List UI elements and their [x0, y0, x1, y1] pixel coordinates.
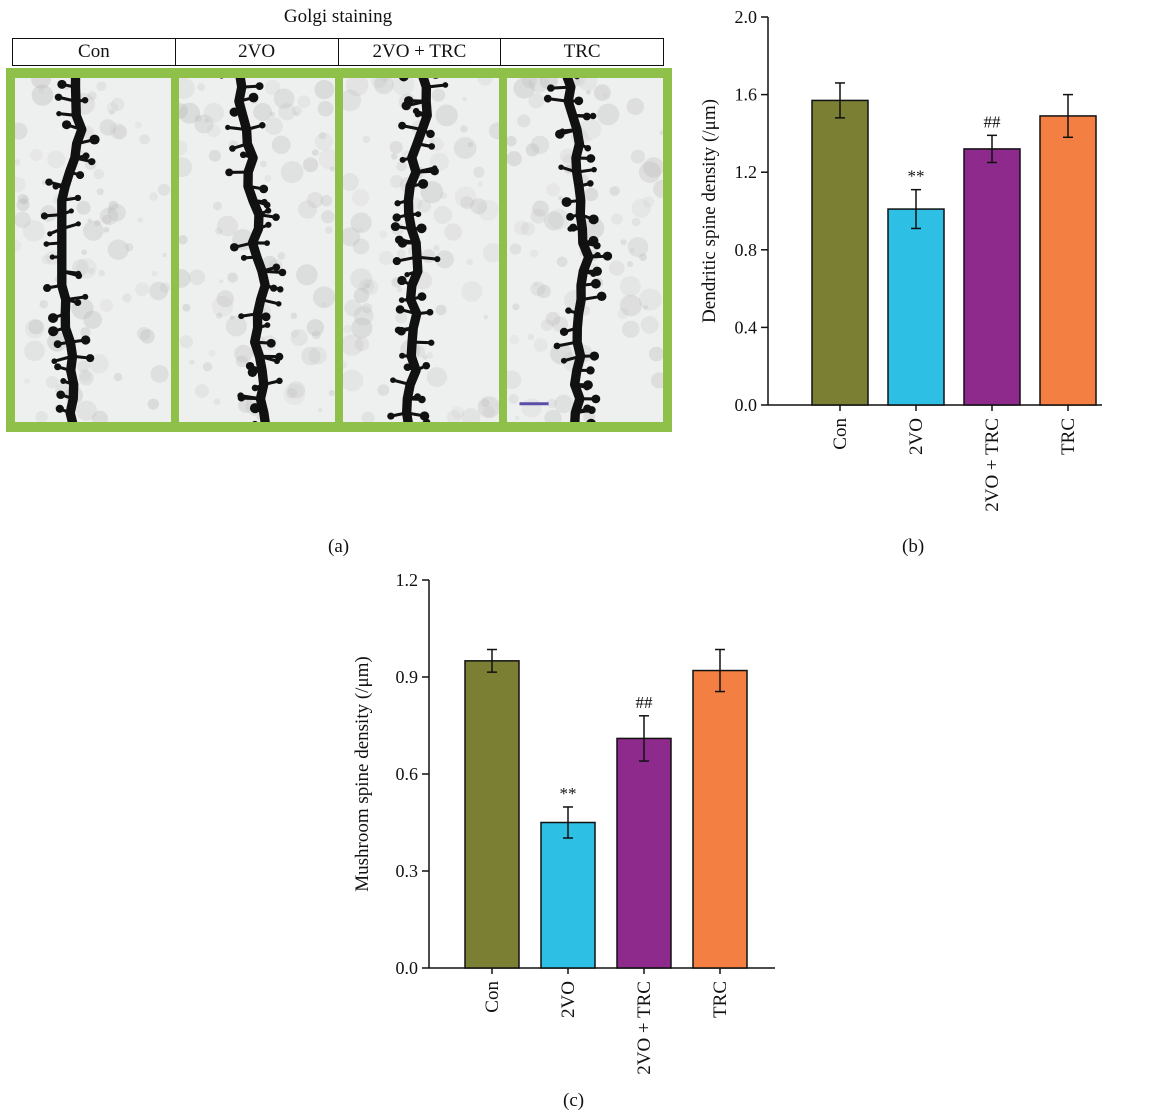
panel-label-a: (a) [328, 536, 350, 557]
x-tick-label: 2VO + TRC [634, 981, 655, 1075]
bar-3 [616, 737, 672, 969]
significance-label: ** [560, 784, 577, 803]
x-tick-label: 2VO [558, 981, 579, 1018]
y-axis-label: Dendritic spine density (/μm) [699, 99, 720, 323]
y-tick-label: 0.3 [396, 861, 419, 881]
golgi-image-frame [6, 68, 672, 432]
y-tick-label: 1.6 [735, 85, 758, 105]
significance-label: ## [984, 112, 1002, 131]
bar-4 [692, 669, 748, 969]
golgi-staining-title: Golgi staining [283, 6, 393, 27]
golgi-column-2vo-trc: 2VO + TRC [339, 39, 502, 65]
x-tick-label: TRC [710, 981, 731, 1018]
x-tick-label: Con [482, 981, 503, 1013]
x-tick-label: 2VO [906, 418, 927, 455]
golgi-image-2vo [179, 78, 335, 422]
bar-3 [963, 148, 1021, 406]
golgi-column-con: Con [13, 39, 176, 65]
y-tick-label: 0.8 [735, 240, 758, 260]
y-tick-label: 0.4 [735, 317, 758, 337]
golgi-image-2vo-trc [343, 78, 499, 422]
golgi-column-header: Con 2VO 2VO + TRC TRC [12, 38, 664, 66]
golgi-column-trc: TRC [563, 41, 601, 62]
x-tick-label: Con [830, 418, 851, 450]
panel-label-b: (b) [902, 536, 925, 557]
y-tick-label: 1.2 [396, 570, 419, 590]
x-tick-label: 2VO + TRC [982, 418, 1003, 512]
bar-2 [887, 208, 945, 406]
y-tick-label: 0.6 [396, 764, 419, 784]
bar-1 [811, 99, 869, 406]
y-axis-label: Mushroom spine density (/μm) [352, 656, 373, 892]
bar-4 [1039, 115, 1097, 406]
x-tick-label: TRC [1058, 418, 1079, 455]
y-tick-label: 1.2 [735, 162, 758, 182]
panel-label-c: (c) [563, 1090, 585, 1111]
bar-2 [540, 821, 596, 969]
golgi-image-con [15, 78, 171, 422]
golgi-image-trc [507, 78, 663, 422]
bar-1 [464, 660, 520, 969]
y-tick-label: 2.0 [735, 7, 758, 27]
y-tick-label: 0.0 [396, 958, 419, 978]
significance-label: ## [636, 693, 654, 712]
significance-label: ** [908, 167, 925, 186]
golgi-column-2vo: 2VO [176, 39, 339, 65]
y-tick-label: 0.0 [735, 395, 758, 415]
y-tick-label: 0.9 [396, 667, 419, 687]
